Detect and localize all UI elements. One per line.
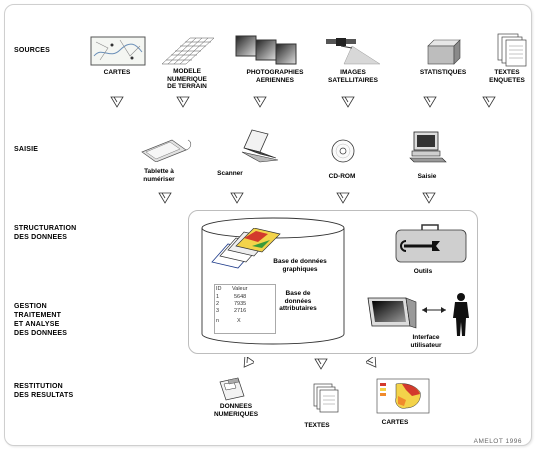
scanner-icon — [241, 129, 279, 163]
restitution-donnees-label: DONNEES NUMERIQUES — [213, 403, 259, 418]
arrow-down-icon — [176, 96, 190, 108]
db-attributaires-label: Base de données attributaires — [279, 290, 317, 312]
arrow-down-icon — [482, 96, 496, 108]
toolbox-icon — [395, 224, 467, 263]
digitizer-tablet-icon — [141, 139, 192, 162]
restitution-textes-label: TEXTES — [304, 422, 330, 429]
satellite-icon — [326, 38, 381, 65]
arrow-down-right-icon — [366, 357, 377, 368]
workstation-icon — [367, 297, 417, 329]
double-arrow-icon — [422, 307, 446, 313]
source-images-label: IMAGES SATELLITAIRES — [328, 69, 378, 84]
table-cell: 5648 — [234, 294, 247, 300]
db-graphiques-label: Base de données graphiques — [273, 258, 327, 273]
map-layers-icon — [211, 228, 281, 269]
arrow-down-icon — [253, 96, 267, 108]
map-icon — [90, 36, 146, 66]
restitution-cartes-label: CARTES — [381, 419, 409, 426]
arrow-down-icon — [422, 192, 436, 204]
stage-sources: SOURCES — [14, 47, 51, 54]
stage-gestion: GESTION TRAITEMENT ET ANALYSE DES DONNEE… — [14, 303, 68, 337]
table-cell: 2716 — [234, 308, 247, 314]
source-cartes-label: CARTES — [103, 69, 131, 76]
source-photos-label: PHOTOGRAPHIES AERIENNES — [246, 69, 304, 84]
table-cell: X — [237, 318, 241, 324]
tool-outils-label: Outils — [413, 268, 433, 275]
statistics-box-icon — [427, 39, 461, 65]
arrow-down-icon — [110, 96, 124, 108]
interface-label: Interface utilisateur — [410, 334, 442, 349]
computer-icon — [409, 131, 447, 163]
saisie-cdrom-label: CD-ROM — [328, 173, 356, 180]
terrain-grid-icon — [161, 37, 215, 65]
stage-saisie: SAISIE — [14, 146, 39, 153]
stage-restitution: RESTITUTION DES RESULTATS — [14, 383, 74, 399]
floppy-disk-icon — [219, 377, 245, 401]
table-cell: n — [216, 318, 220, 324]
documents-icon — [313, 383, 339, 413]
source-stats-label: STATISTIQUES — [419, 69, 467, 76]
table-cell: 3 — [216, 308, 220, 314]
stage-structuration: STRUCTURATION DES DONNEES — [14, 225, 77, 241]
attribute-table — [214, 284, 276, 334]
arrow-down-icon — [336, 192, 350, 204]
table-cell: 7935 — [234, 301, 247, 307]
cd-rom-icon — [331, 139, 355, 163]
table-cell: 2 — [216, 301, 220, 307]
arrow-down-icon — [230, 192, 244, 204]
documents-icon — [497, 33, 527, 67]
table-cell: 1 — [216, 294, 220, 300]
arrow-down-icon — [314, 358, 328, 370]
arrow-down-icon — [341, 96, 355, 108]
source-textes-label: TEXTES ENQUETES — [489, 69, 525, 84]
table-header-valeur: Valeur — [232, 286, 248, 292]
table-header-id: ID — [216, 286, 222, 292]
arrow-down-icon — [423, 96, 437, 108]
source-mnt-label: MODELE NUMERIQUE DE TERRAIN — [167, 68, 207, 90]
color-map-icon — [376, 378, 430, 414]
person-icon — [453, 293, 469, 336]
saisie-saisie-label: Saisie — [417, 173, 437, 180]
aerial-photo-icon — [235, 35, 297, 65]
author-credit: AMELOT 1996 — [473, 438, 522, 445]
arrow-down-icon — [158, 192, 172, 204]
saisie-scanner-label: Scanner — [217, 170, 243, 177]
arrow-down-left-icon — [243, 357, 254, 368]
saisie-tablette-label: Tablette à numériser — [143, 168, 175, 183]
